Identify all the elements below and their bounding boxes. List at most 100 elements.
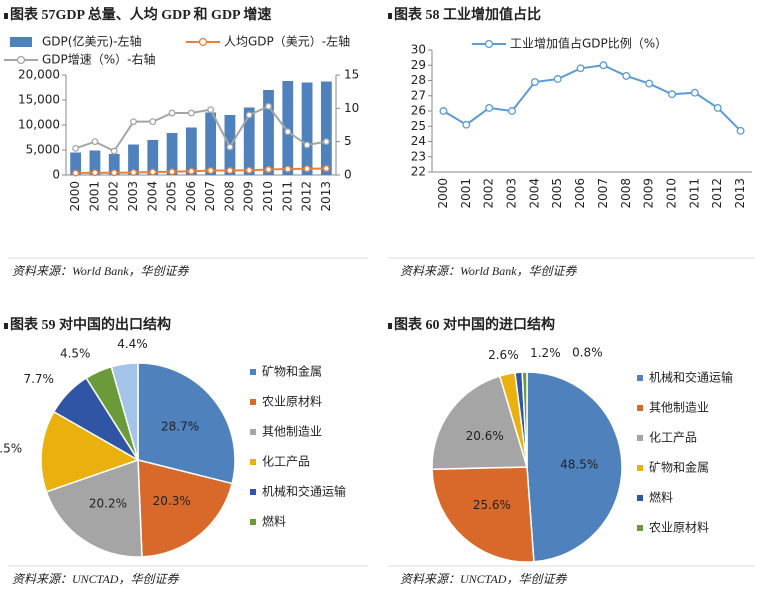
line-marker: [207, 106, 215, 114]
chart-source: 资料来源：World Bank，华创证券: [12, 264, 190, 278]
y-tick-label: 0: [52, 168, 60, 182]
x-tick-label: 2002: [482, 178, 496, 209]
y2-tick-label: 10: [344, 101, 359, 115]
bar: [166, 133, 178, 175]
bar: [282, 81, 294, 175]
legend-swatch: [250, 489, 256, 495]
line-marker: [322, 165, 330, 172]
bar: [205, 112, 217, 175]
legend-label: 机械和交通运输: [649, 370, 733, 385]
chart-source: 资料来源：UNCTAD，华创证券: [12, 572, 179, 586]
line-marker: [736, 126, 745, 135]
data-label: 4.5%: [60, 346, 91, 360]
line: [75, 105, 327, 153]
legend-swatch: [637, 435, 643, 441]
legend-label: 其他制造业: [649, 401, 709, 415]
data-label: 48.5%: [560, 458, 598, 472]
legend-label: 人均GDP（美元）-左轴: [224, 34, 350, 49]
chart-source: 资料来源：UNCTAD，华创证券: [400, 572, 567, 586]
line-marker: [110, 169, 118, 177]
legend-label: GDP增速（%）-右轴: [42, 52, 156, 67]
x-tick-label: 2011: [687, 178, 701, 209]
y-tick-label: 20,000: [18, 68, 60, 82]
legend-swatch: [250, 459, 256, 465]
y-tick-label: 27: [411, 88, 426, 102]
line-marker: [462, 120, 471, 129]
legend-swatch: [637, 495, 643, 501]
data-label: 20.2%: [89, 497, 127, 511]
line-marker: [690, 88, 699, 97]
y-tick-label: 15,000: [18, 93, 60, 107]
x-tick-label: 2005: [550, 178, 564, 209]
x-tick-label: 2004: [145, 181, 159, 212]
line-marker: [284, 165, 292, 173]
bar: [128, 144, 139, 175]
data-label: 20.6%: [466, 429, 504, 443]
line-marker: [645, 79, 654, 88]
legend-swatch: [637, 525, 643, 531]
chart-title: 图表 60 对中国的进口结构: [394, 316, 555, 333]
bar: [70, 152, 82, 175]
pie-slice: [526, 371, 623, 563]
legend-marker: [198, 37, 208, 47]
pie-slice: [521, 371, 528, 468]
legend-label: 化工产品: [262, 455, 310, 469]
y2-tick-label: 5: [344, 134, 352, 148]
x-tick-label: 2001: [459, 178, 473, 209]
y-tick-label: 30: [411, 43, 426, 57]
line-marker: [226, 143, 234, 151]
legend-label: 其他制造业: [262, 425, 322, 439]
line-marker: [245, 111, 253, 119]
x-tick-label: 2012: [300, 181, 314, 212]
y-tick-label: 28: [411, 73, 426, 87]
data-label: 0.8%: [572, 346, 603, 360]
chart-title: 图表 58 工业增加值占比: [394, 6, 541, 23]
legend-label: GDP(亿美元)-左轴: [42, 34, 141, 49]
legend-label: 燃料: [262, 514, 286, 529]
data-label: 13.5%: [0, 442, 22, 456]
legend-label: 工业增加值占GDP比例（%）: [510, 36, 667, 51]
line-marker: [668, 90, 676, 99]
x-tick-label: 2008: [222, 181, 236, 212]
x-tick-label: 2001: [87, 181, 101, 212]
y2-tick-label: 0: [344, 168, 352, 182]
y-tick-label: 22: [411, 165, 426, 179]
legend-label: 矿物和金属: [262, 364, 322, 379]
x-tick-label: 2003: [505, 178, 519, 209]
line-marker: [149, 118, 157, 126]
title-bullet: [388, 13, 392, 19]
y-tick-label: 29: [411, 58, 426, 72]
line: [442, 64, 742, 132]
legend-label: 矿物和金属: [649, 460, 709, 475]
line-marker: [187, 167, 195, 175]
line-marker: [168, 109, 176, 117]
legend-swatch: [637, 405, 643, 411]
pie-slice: [137, 459, 234, 558]
line-marker: [576, 64, 585, 73]
line-marker: [713, 103, 722, 112]
chart-source: 资料来源：World Bank，华创证券: [400, 264, 578, 278]
line-marker: [130, 118, 137, 126]
y-tick-label: 25: [411, 119, 426, 133]
legend-label: 农业原材料: [262, 395, 322, 409]
title-bullet: [4, 323, 8, 329]
x-tick-label: 2013: [319, 181, 333, 212]
line-marker: [168, 168, 176, 176]
bar: [89, 150, 101, 175]
line-marker: [622, 71, 631, 80]
line-marker: [72, 144, 80, 152]
line-marker: [226, 167, 234, 174]
data-label: 1.2%: [530, 346, 561, 360]
x-tick-label: 2006: [184, 181, 198, 212]
line-marker: [72, 169, 80, 177]
pie-slice: [431, 466, 535, 563]
x-tick-label: 2008: [619, 178, 633, 209]
line-marker: [265, 166, 272, 173]
bar: [320, 81, 332, 175]
x-tick-label: 2007: [596, 178, 610, 209]
line-marker: [187, 109, 195, 117]
bar: [185, 127, 197, 175]
x-tick-label: 2006: [573, 178, 587, 209]
x-tick-label: 2005: [165, 181, 179, 212]
legend-swatch: [250, 399, 256, 405]
